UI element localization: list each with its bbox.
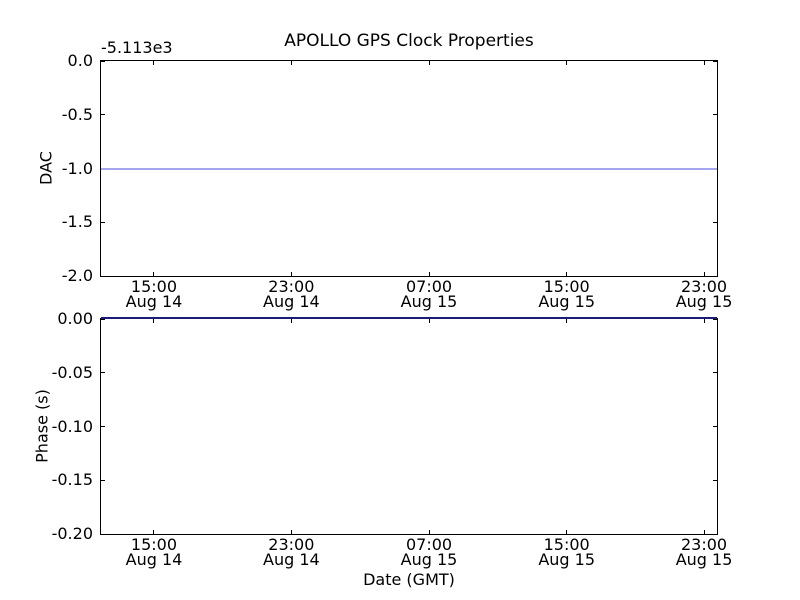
x-tick-label-line: 15:00: [130, 277, 178, 296]
y-tick-label: -0.5: [61, 104, 93, 124]
x-tick-label: 15:00 Aug 15: [521, 535, 613, 569]
y-tick-mark: [713, 60, 717, 62]
x-tick-mark: [153, 530, 155, 534]
x-tick-mark: [290, 530, 292, 534]
x-tick-mark: [566, 530, 568, 534]
y-tick-mark: [713, 372, 717, 374]
x-tick-mark: [566, 61, 568, 65]
x-tick-label-line: Aug 15: [400, 292, 458, 311]
x-tick-label-line: 15:00: [130, 535, 178, 554]
x-tick-label-line: Aug 14: [263, 292, 320, 311]
x-tick-label-line: Aug 15: [675, 550, 733, 569]
x-tick-mark: [428, 272, 430, 276]
y-tick-label: 0.00: [57, 309, 93, 328]
y-tick-mark: [101, 114, 105, 116]
y-tick-mark: [101, 533, 105, 535]
x-tick-mark: [703, 319, 705, 323]
y-tick-mark: [713, 479, 717, 481]
y-tick-mark: [713, 426, 717, 427]
x-tick-label: 07:00 Aug 15: [383, 535, 475, 569]
x-tick-label-line: 07:00: [405, 277, 453, 296]
x-tick-label: 23:00 Aug 14: [245, 277, 337, 311]
phase-plot-area: [100, 317, 718, 535]
y-tick-label: -1.0: [61, 158, 93, 178]
y-tick-label: -0.15: [51, 470, 93, 490]
y-tick-mark: [713, 114, 717, 116]
data-line-phase: [101, 317, 717, 319]
x-tick-label-line: 23:00: [268, 277, 315, 296]
x-tick-mark: [703, 272, 705, 276]
x-tick-label: 15:00 Aug 14: [108, 535, 200, 569]
x-tick-label-line: Aug 15: [400, 550, 458, 569]
x-tick-label-line: Aug 14: [125, 550, 183, 569]
x-tick-mark: [290, 61, 292, 65]
x-tick-label-line: Aug 15: [538, 550, 596, 569]
y-tick-mark: [101, 318, 105, 320]
y-tick-label: -1.5: [61, 212, 93, 232]
x-tick-label-line: 15:00: [543, 535, 590, 554]
x-tick-label-line: Aug 15: [675, 292, 733, 311]
x-tick-label: 23:00 Aug 14: [245, 535, 337, 569]
x-tick-label: 15:00 Aug 15: [521, 277, 613, 311]
y-tick-mark: [101, 479, 105, 481]
x-tick-label-line: Aug 15: [538, 292, 596, 311]
x-tick-label-line: 07:00: [405, 535, 453, 554]
x-tick-mark: [566, 272, 568, 276]
dac-plot-area: [100, 60, 718, 277]
x-tick-mark: [566, 319, 568, 323]
y-tick-mark: [713, 221, 717, 223]
x-axis-label: Date (GMT): [363, 570, 455, 589]
y-tick-mark: [101, 426, 105, 427]
x-tick-mark: [428, 319, 430, 323]
y-tick-label: -0.05: [51, 362, 93, 382]
x-tick-mark: [153, 319, 155, 323]
y-tick-label: -2.0: [61, 266, 93, 285]
x-tick-label: 23:00 Aug 15: [658, 535, 750, 569]
x-tick-mark: [153, 272, 155, 276]
x-tick-label: 23:00 Aug 15: [658, 277, 750, 311]
y-axis-offset-label: -5.113e3: [101, 38, 173, 57]
x-tick-mark: [153, 61, 155, 65]
x-tick-label-line: 15:00: [543, 277, 590, 296]
y-tick-label: -0.10: [51, 416, 93, 436]
x-tick-label: 07:00 Aug 15: [383, 277, 475, 311]
x-tick-mark: [428, 61, 430, 65]
x-tick-mark: [703, 530, 705, 534]
x-tick-mark: [703, 61, 705, 65]
y-tick-mark: [713, 275, 717, 277]
y-tick-mark: [101, 372, 105, 374]
y-tick-mark: [713, 533, 717, 535]
x-tick-label-line: Aug 14: [263, 550, 320, 569]
y-tick-label: -0.20: [51, 524, 93, 543]
x-tick-label-line: 23:00: [681, 277, 728, 296]
x-tick-mark: [428, 530, 430, 534]
x-tick-label-line: 23:00: [681, 535, 728, 554]
y-tick-mark: [713, 318, 717, 320]
chart-title: APOLLO GPS Clock Properties: [284, 31, 534, 51]
x-tick-mark: [290, 319, 292, 323]
y-tick-mark: [101, 221, 105, 223]
y-tick-mark: [101, 60, 105, 62]
data-line-dac: [101, 167, 717, 170]
y-tick-mark: [101, 275, 105, 277]
x-tick-label: 15:00 Aug 14: [108, 277, 200, 311]
x-tick-label-line: Aug 14: [125, 292, 183, 311]
y-tick-label: 0.0: [67, 51, 93, 70]
x-tick-mark: [290, 272, 292, 276]
x-tick-label-line: 23:00: [268, 535, 315, 554]
